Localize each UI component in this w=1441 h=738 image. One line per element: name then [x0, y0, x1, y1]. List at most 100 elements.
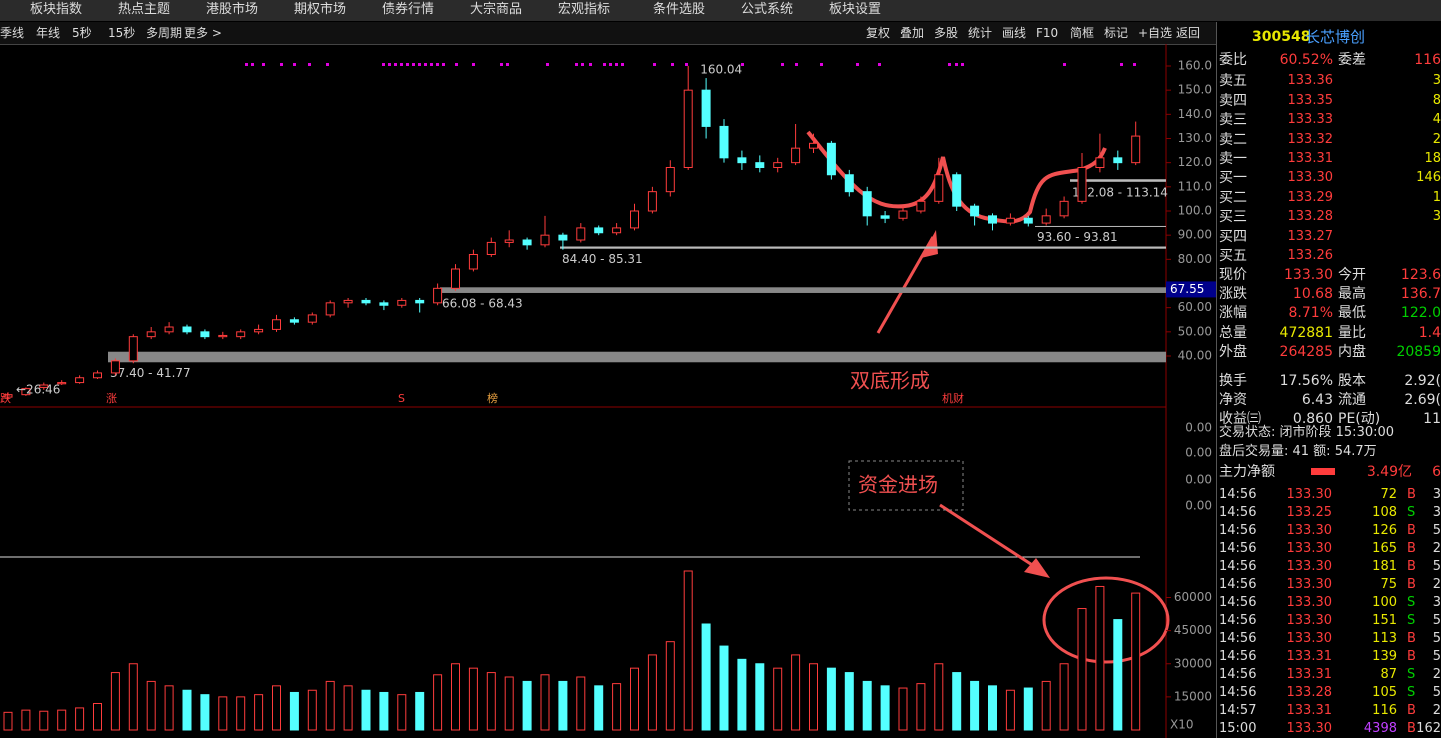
volume-bar: [451, 663, 460, 731]
menu-item[interactable]: 大宗商品: [470, 2, 523, 17]
signal-dot: [251, 63, 254, 66]
candle-body: [289, 319, 299, 323]
volume-bar: [361, 689, 371, 731]
toolbar-item[interactable]: F10: [1036, 26, 1059, 40]
volume-bar: [988, 685, 997, 731]
label: 买三: [1219, 209, 1247, 225]
volume-bar: [272, 685, 281, 731]
candle-body: [1113, 157, 1123, 164]
candle-body: [630, 210, 639, 229]
volume-bar: [164, 685, 174, 731]
tick-volume: 108: [1372, 505, 1397, 520]
signal-dot: [400, 63, 403, 66]
volume-bar: [182, 689, 192, 731]
volume-bar: [1041, 680, 1051, 731]
value: 116: [1414, 52, 1441, 68]
toolbar-item[interactable]: 复权: [866, 26, 891, 40]
candle-body: [1005, 217, 1015, 224]
toolbar-item[interactable]: 叠加: [900, 26, 925, 40]
tick-time: 14:56: [1219, 487, 1257, 502]
menu-item[interactable]: 热点主题: [118, 2, 171, 17]
tick-side: S: [1407, 685, 1416, 700]
tick-price: 133.30: [1286, 523, 1333, 538]
text-box: [848, 460, 964, 511]
label: 今开: [1338, 267, 1366, 283]
label: 买一: [1219, 170, 1247, 186]
volume-bar: [1059, 663, 1069, 731]
candle-body: [844, 174, 854, 193]
label: 涨跌: [1219, 286, 1247, 303]
signal-dot: [575, 63, 578, 66]
signal-dot: [436, 63, 439, 66]
candle-body: [486, 241, 496, 255]
menu-item[interactable]: 条件选股: [653, 2, 706, 17]
volume-bar: [916, 683, 926, 731]
menu-item[interactable]: 宏观指标: [558, 2, 611, 17]
candle-body: [558, 234, 568, 241]
candle-body: [612, 227, 622, 234]
toolbar-item[interactable]: 季线: [0, 26, 25, 40]
menu-item[interactable]: 板块设置: [829, 2, 882, 17]
tick-volume: 165: [1372, 541, 1397, 556]
toolbar-item[interactable]: 多股: [934, 26, 959, 40]
toolbar-item[interactable]: 返回: [1176, 26, 1201, 40]
toolbar-item[interactable]: 统计: [968, 26, 993, 40]
candle-body: [218, 334, 228, 338]
volume-bar: [486, 672, 496, 731]
price: 133.28: [1287, 209, 1334, 224]
tick-side: B: [1407, 523, 1416, 538]
signal-dot: [1133, 63, 1136, 66]
y-tick-label: 130.0: [1178, 131, 1212, 145]
toolbar-item[interactable]: 多周期: [146, 26, 183, 40]
menu-item[interactable]: 债券行情: [382, 2, 435, 17]
candle-body: [683, 89, 693, 168]
toolbar-item[interactable]: 画线: [1002, 26, 1027, 40]
stock-name: 长芯博创: [1305, 28, 1366, 46]
label: 量比: [1338, 324, 1366, 341]
menu-item[interactable]: 期权市场: [294, 2, 347, 17]
candle-body: [594, 227, 604, 234]
tick-time: 14:56: [1219, 577, 1257, 592]
toolbar-item[interactable]: 15秒: [108, 26, 136, 40]
menu-item[interactable]: 板块指数: [30, 2, 83, 17]
price: 133.33: [1287, 112, 1334, 127]
y-tick-label: 150.0: [1178, 83, 1212, 97]
toolbar-item[interactable]: 年线: [36, 26, 61, 40]
tick-side: B: [1407, 577, 1416, 592]
event-marker: 机财: [942, 391, 964, 405]
signal-dot: [546, 63, 549, 66]
volume-bar: [630, 667, 639, 731]
toolbar-item[interactable]: 更多 >: [184, 26, 222, 40]
volume-bar: [307, 689, 317, 731]
value: 11: [1423, 411, 1441, 428]
toolbar-item[interactable]: 简框: [1070, 26, 1095, 40]
volume: 4: [1432, 112, 1441, 127]
signal-dot: [506, 63, 509, 66]
menu-item[interactable]: 公式系统: [741, 2, 794, 17]
tick-price: 133.31: [1286, 703, 1333, 718]
tick-count: 5: [1432, 631, 1441, 646]
toolbar-item[interactable]: +自选: [1138, 26, 1173, 40]
tick-price: 133.31: [1286, 667, 1333, 682]
menu-item[interactable]: 港股市场: [206, 2, 259, 17]
signal-dot: [609, 63, 612, 66]
tick-count: 5: [1432, 685, 1441, 700]
toolbar-item[interactable]: 标记: [1104, 26, 1129, 40]
candle-body: [415, 299, 425, 304]
annotation: 资金进场: [858, 473, 938, 497]
tick-side: S: [1407, 667, 1416, 682]
status: 盘后交易量: 41 额: 54.7万: [1219, 444, 1377, 459]
price: 133.32: [1287, 131, 1334, 147]
label: 换手: [1219, 373, 1247, 389]
candle-body: [3, 394, 13, 398]
signal-dot: [500, 63, 503, 66]
toolbar-item[interactable]: 5秒: [72, 26, 92, 40]
tick-price: 133.31: [1286, 649, 1333, 664]
volume: 2: [1432, 131, 1441, 147]
tick-side: S: [1407, 505, 1416, 520]
price: 133.36: [1287, 73, 1334, 88]
tick-time: 14:56: [1219, 613, 1257, 628]
volume-bar: [218, 696, 228, 731]
label: 委比: [1219, 52, 1247, 68]
y-tick-label: 15000: [1174, 689, 1212, 703]
